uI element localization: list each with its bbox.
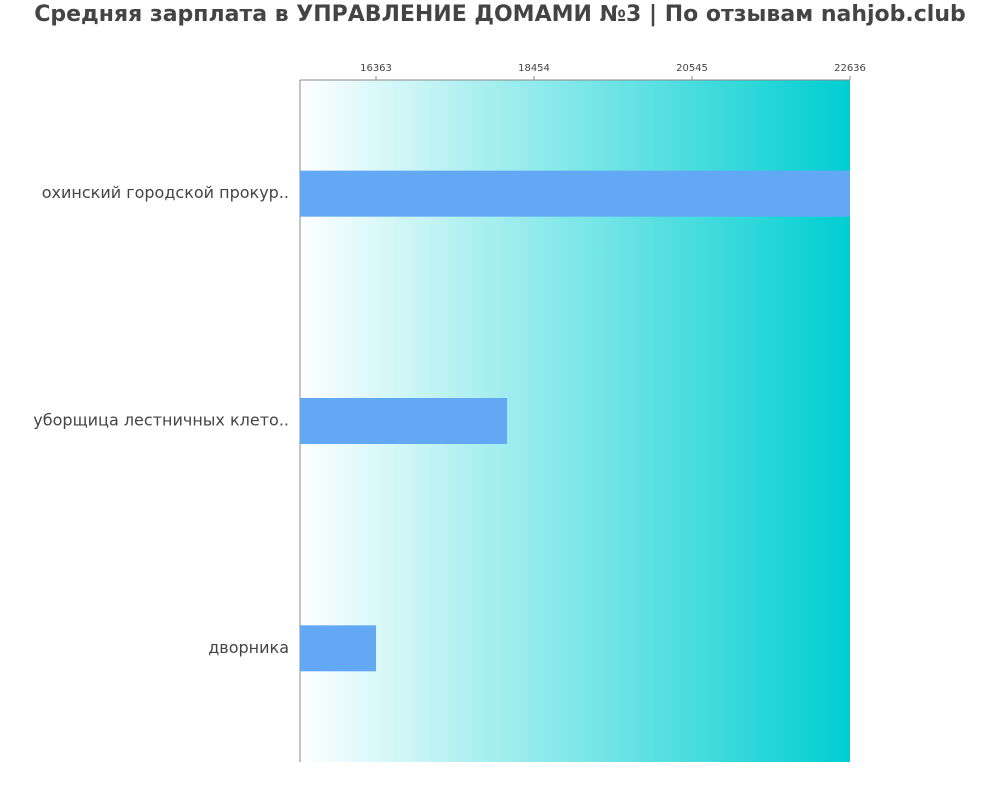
x-tick-label: 22636	[834, 63, 866, 74]
y-tick-label: уборщица лестничных клето..	[33, 411, 289, 430]
bar	[300, 625, 377, 672]
y-tick-label: охинский городской прокур..	[42, 183, 289, 202]
x-tick-label: 16363	[360, 63, 392, 74]
bar	[300, 170, 850, 217]
bar	[300, 398, 508, 444]
x-tick-label: 18454	[518, 63, 550, 74]
chart-title: Средняя зарплата в УПРАВЛЕНИЕ ДОМАМИ №3 …	[34, 2, 966, 27]
y-tick-label: дворника	[208, 638, 289, 657]
x-tick-label: 20545	[676, 63, 708, 74]
